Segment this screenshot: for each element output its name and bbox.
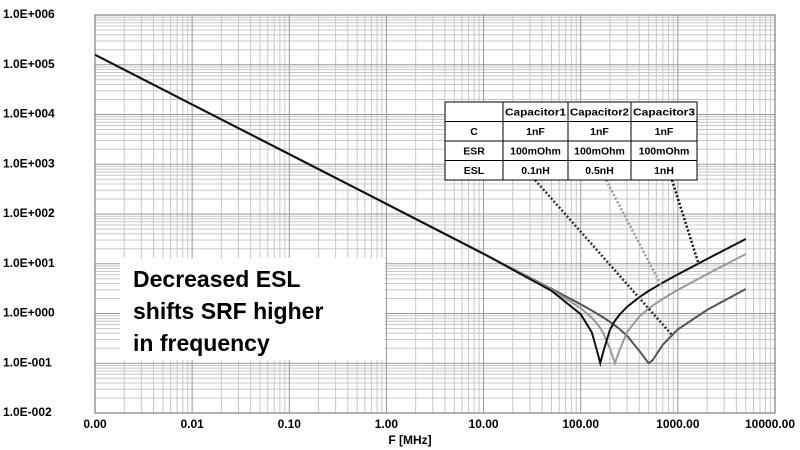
series-line xyxy=(94,53,747,368)
x-tick-label: 0.00 xyxy=(83,417,107,431)
annotation-text: Decreased ESL xyxy=(133,266,300,292)
x-tick-label: 100.00 xyxy=(562,417,599,431)
x-tick-label: 10.00 xyxy=(469,417,499,431)
table-row-label: ESR xyxy=(463,146,485,158)
table-cell: 100mOhm xyxy=(574,146,625,158)
y-tick-label: 1.0E+001 xyxy=(3,256,55,270)
y-tick-label: 1.0E+006 xyxy=(3,7,55,21)
table-cell: 1nH xyxy=(654,165,674,177)
annotation-text: shifts SRF higher xyxy=(133,298,323,324)
x-tick-label: 1000.00 xyxy=(656,417,700,431)
x-tick-label: 0.01 xyxy=(180,417,204,431)
table-cell: 1nF xyxy=(590,126,609,138)
y-tick-label: 1.0E+003 xyxy=(3,156,55,170)
y-tick-label: 1.0E-002 xyxy=(3,405,52,419)
table-row-label: C xyxy=(470,126,478,138)
plot-frame xyxy=(94,14,776,414)
x-tick-label: 1.00 xyxy=(375,417,399,431)
x-tick-label: 10000.00 xyxy=(745,417,795,431)
table-header: Capacitor2 xyxy=(570,107,629,119)
table-cell: 100mOhm xyxy=(639,146,690,158)
table-row-label: ESL xyxy=(464,165,485,177)
x-axis-label: F [MHz] xyxy=(388,433,431,447)
pointer-line xyxy=(604,179,664,288)
y-tick-label: 1.0E+005 xyxy=(3,57,55,71)
table-cell: 0.1nH xyxy=(521,165,550,177)
x-tick-label: 0.10 xyxy=(278,417,302,431)
y-tick-label: 1.0E+002 xyxy=(3,206,55,220)
annotation-text: in frequency xyxy=(133,330,270,356)
table-cell: 0.5nH xyxy=(585,165,614,177)
table-header: Capacitor1 xyxy=(505,107,566,119)
annotation-box xyxy=(120,258,385,360)
y-tick-label: 1.0E+000 xyxy=(3,306,55,320)
pointer-line xyxy=(534,179,673,336)
table-header: Capacitor3 xyxy=(633,107,695,119)
table-cell: 1nF xyxy=(655,126,674,138)
table-cell: 1nF xyxy=(526,126,545,138)
y-tick-label: 1.0E+004 xyxy=(3,107,55,121)
y-tick-label: 1.0E-001 xyxy=(3,355,52,369)
table-cell: 100mOhm xyxy=(510,146,561,158)
